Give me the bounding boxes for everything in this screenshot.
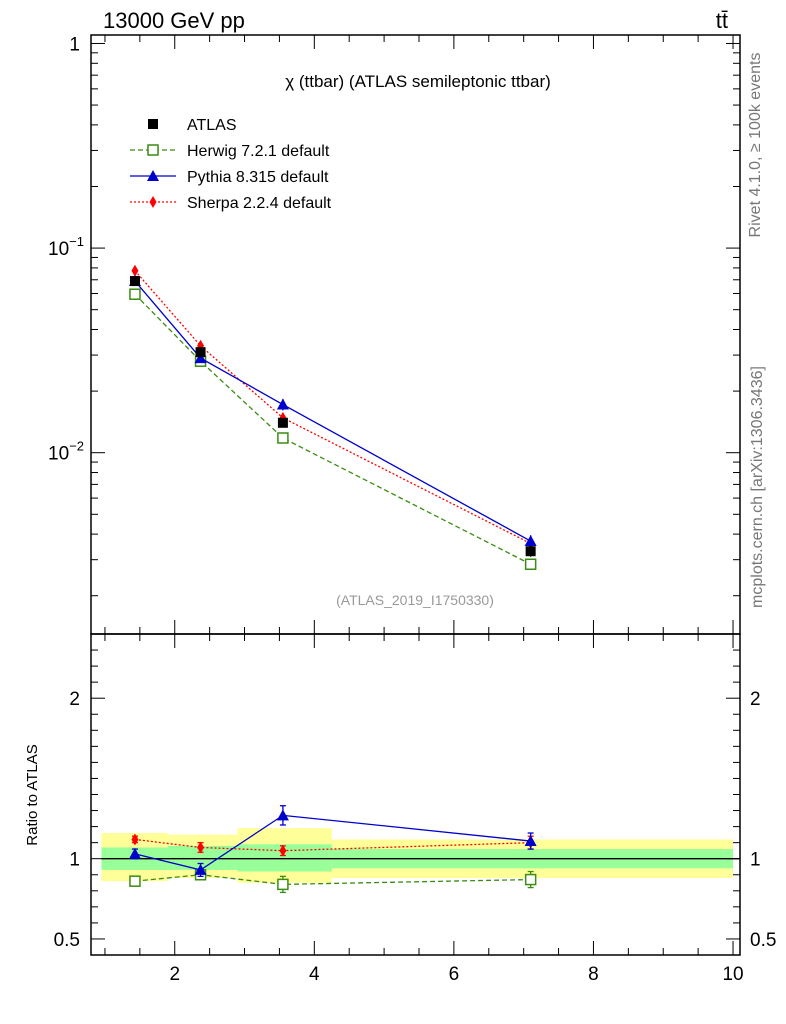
- ratio-point-pythia: [524, 835, 537, 847]
- energy-label: 13000 GeV pp: [103, 8, 245, 33]
- legend-marker-pythia: [147, 170, 159, 181]
- ratio-y-tick-label-left: 2: [69, 689, 80, 710]
- main-axes: 1 10−1 10−2: [48, 34, 740, 634]
- series-data: [129, 276, 536, 557]
- ratio-point-herwig: [524, 873, 537, 886]
- legend-label: ATLAS: [187, 117, 237, 134]
- ratio-line-herwig: [134, 874, 531, 886]
- rivet-label: Rivet 4.1.0, ≥ 100k events: [747, 53, 764, 238]
- ratio-plot-content: [101, 805, 740, 894]
- ratio-ylabel: Ratio to ATLAS: [24, 744, 41, 845]
- data-point-data: [525, 546, 536, 557]
- data-point-data: [277, 417, 288, 428]
- data-point-herwig: [277, 432, 289, 444]
- data-point-herwig: [129, 288, 141, 300]
- legend-marker-herwig: [147, 144, 159, 156]
- main-plot-content: [128, 264, 537, 571]
- data-point-herwig: [524, 558, 537, 570]
- legend-marker-data: [148, 119, 158, 129]
- series-line-sherpa: [134, 270, 531, 545]
- ratio-point-sherpa: [197, 841, 205, 854]
- data-point-data: [129, 276, 140, 287]
- ratio-line-sherpa: [134, 838, 531, 852]
- y-tick-label: 10−1: [48, 234, 84, 260]
- legend-label: Pythia 8.315 default: [187, 169, 329, 186]
- ratio-y-tick-label-left: 0.5: [54, 930, 80, 951]
- x-tick-label: 10: [722, 964, 743, 985]
- analysis-watermark: (ATLAS_2019_I1750330): [336, 592, 494, 608]
- series-line-herwig: [134, 293, 531, 565]
- y-tick-label: 1: [69, 34, 80, 55]
- series-herwig: [129, 288, 537, 571]
- x-tick-label: 6: [449, 964, 460, 985]
- ratio-point-pythia: [276, 809, 289, 821]
- ratio-panel: 2 2 1 1 0.5 0.5 2 4 6 8 10 Ratio to ATLAS: [24, 633, 776, 985]
- ratio-plot-frame: [90, 633, 741, 956]
- x-tick-label: 4: [309, 964, 320, 985]
- process-label: tt̄: [716, 8, 728, 33]
- ratio-point-sherpa: [131, 833, 139, 846]
- x-tick-label: 2: [169, 964, 180, 985]
- ratio-point-sherpa: [279, 844, 287, 857]
- legend: ATLAS Herwig 7.2.1 default Pythia 8.315 de…: [130, 117, 332, 212]
- ratio-point-herwig: [129, 875, 141, 887]
- ratio-y-tick-label-right: 1: [750, 850, 761, 871]
- data-point-pythia: [194, 352, 207, 364]
- ratio-series-pythia: [128, 805, 537, 878]
- data-point-data: [195, 347, 206, 358]
- chart-title: χ (ttbar) (ATLAS semileptonic ttbar): [285, 72, 551, 91]
- ratio-y-tick-label-left: 1: [69, 850, 80, 871]
- ratio-axes: 2 2 1 1 0.5 0.5 2 4 6 8 10: [54, 634, 776, 985]
- series-pythia: [128, 275, 537, 548]
- ratio-y-tick-label-right: 2: [750, 689, 761, 710]
- y-tick-label: 10−2: [48, 439, 84, 465]
- data-point-pythia: [524, 535, 537, 547]
- mcplots-label: mcplots.cern.ch [arXiv:1306.3436]: [749, 366, 766, 608]
- legend-label: Herwig 7.2.1 default: [187, 143, 330, 160]
- ratio-point-pythia: [128, 847, 141, 859]
- main-panel: χ (ttbar) (ATLAS semileptonic ttbar) (AT…: [48, 34, 741, 635]
- data-point-pythia: [276, 398, 289, 410]
- legend-marker-sherpa: [149, 196, 157, 208]
- ratio-point-pythia: [194, 863, 207, 875]
- data-point-sherpa: [131, 264, 139, 277]
- x-tick-label: 8: [588, 964, 599, 985]
- ratio-point-herwig: [277, 878, 289, 891]
- series-line-pythia: [134, 280, 531, 542]
- ratio-line-pythia: [134, 814, 531, 871]
- legend-label: Sherpa 2.2.4 default: [187, 195, 332, 212]
- series-sherpa: [131, 264, 535, 550]
- ratio-y-tick-label-right: 0.5: [750, 930, 776, 951]
